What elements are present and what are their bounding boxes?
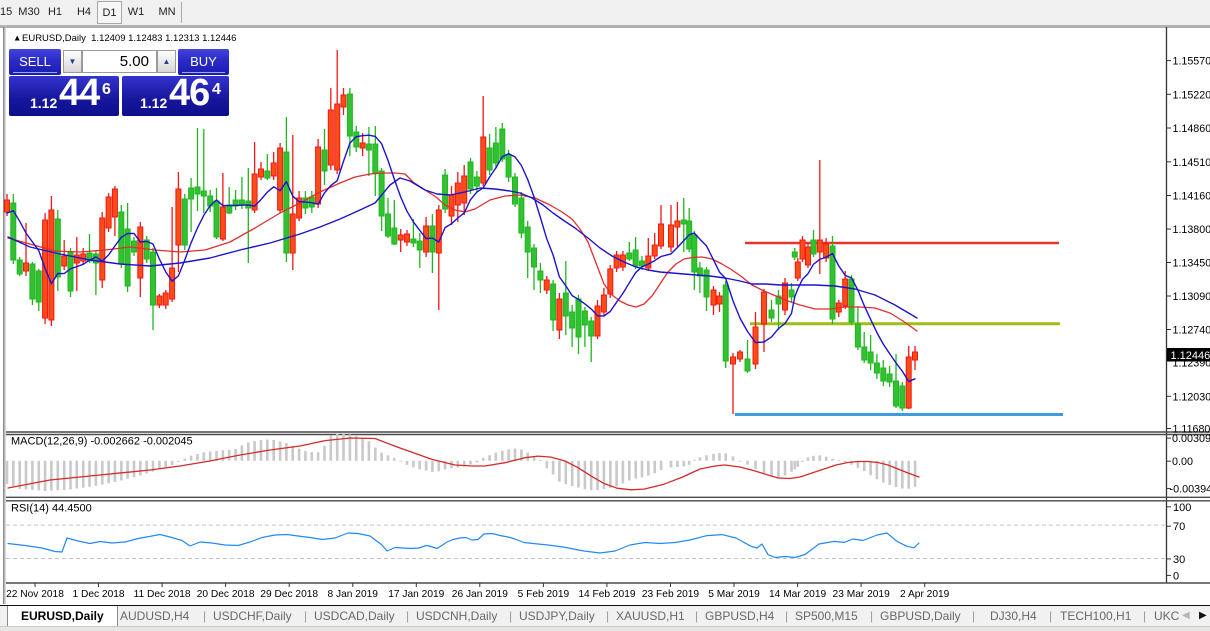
svg-text:11 Dec 2018: 11 Dec 2018	[134, 589, 191, 600]
svg-text:1.13800: 1.13800	[1173, 224, 1210, 236]
svg-text:22 Nov 2018: 22 Nov 2018	[6, 589, 64, 600]
svg-text:RSI(14) 44.4500: RSI(14) 44.4500	[11, 503, 92, 515]
svg-text:100: 100	[1173, 502, 1191, 514]
svg-text:70: 70	[1173, 521, 1185, 533]
svg-text:1.14860: 1.14860	[1173, 123, 1210, 135]
svg-text:1.14160: 1.14160	[1173, 191, 1210, 203]
svg-text:0.003095: 0.003095	[1172, 433, 1210, 445]
svg-text:1.13090: 1.13090	[1173, 291, 1210, 303]
svg-text:1.13450: 1.13450	[1173, 258, 1210, 270]
svg-text:17 Jan 2019: 17 Jan 2019	[388, 589, 444, 600]
svg-text:23 Feb 2019: 23 Feb 2019	[642, 589, 700, 600]
svg-text:5 Feb 2019: 5 Feb 2019	[518, 589, 570, 600]
svg-text:26 Jan 2019: 26 Jan 2019	[452, 589, 508, 600]
svg-text:1 Dec 2018: 1 Dec 2018	[72, 589, 124, 600]
svg-text:1.12740: 1.12740	[1173, 325, 1210, 337]
svg-text:1.12030: 1.12030	[1173, 391, 1210, 403]
svg-text:-0.003947: -0.003947	[1170, 484, 1210, 496]
svg-text:1.15570: 1.15570	[1173, 56, 1210, 68]
svg-text:20 Dec 2018: 20 Dec 2018	[197, 589, 255, 600]
svg-text:1.12446: 1.12446	[1171, 350, 1210, 362]
svg-text:1.15220: 1.15220	[1173, 89, 1210, 101]
svg-text:14 Feb 2019: 14 Feb 2019	[578, 589, 636, 600]
svg-text:EURUSD,Daily 1.12409 1.12483: EURUSD,Daily 1.12409 1.12483 1.12313 1.1…	[22, 33, 236, 44]
svg-text:2 Apr 2019: 2 Apr 2019	[900, 589, 950, 600]
svg-text:1.11680: 1.11680	[1173, 424, 1210, 436]
svg-text:0.00: 0.00	[1172, 456, 1193, 468]
svg-text:MACD(12,26,9) -0.002662 -0.002: MACD(12,26,9) -0.002662 -0.002045	[11, 436, 193, 448]
svg-text:▲: ▲	[13, 33, 21, 43]
svg-text:8 Jan 2019: 8 Jan 2019	[328, 589, 379, 600]
svg-text:5 Mar 2019: 5 Mar 2019	[708, 589, 760, 600]
svg-text:29 Dec 2018: 29 Dec 2018	[260, 589, 318, 600]
svg-text:0: 0	[1173, 570, 1179, 582]
svg-text:23 Mar 2019: 23 Mar 2019	[833, 589, 891, 600]
svg-text:14 Mar 2019: 14 Mar 2019	[769, 589, 827, 600]
svg-text:30: 30	[1173, 554, 1185, 566]
svg-text:1.14510: 1.14510	[1173, 157, 1210, 169]
